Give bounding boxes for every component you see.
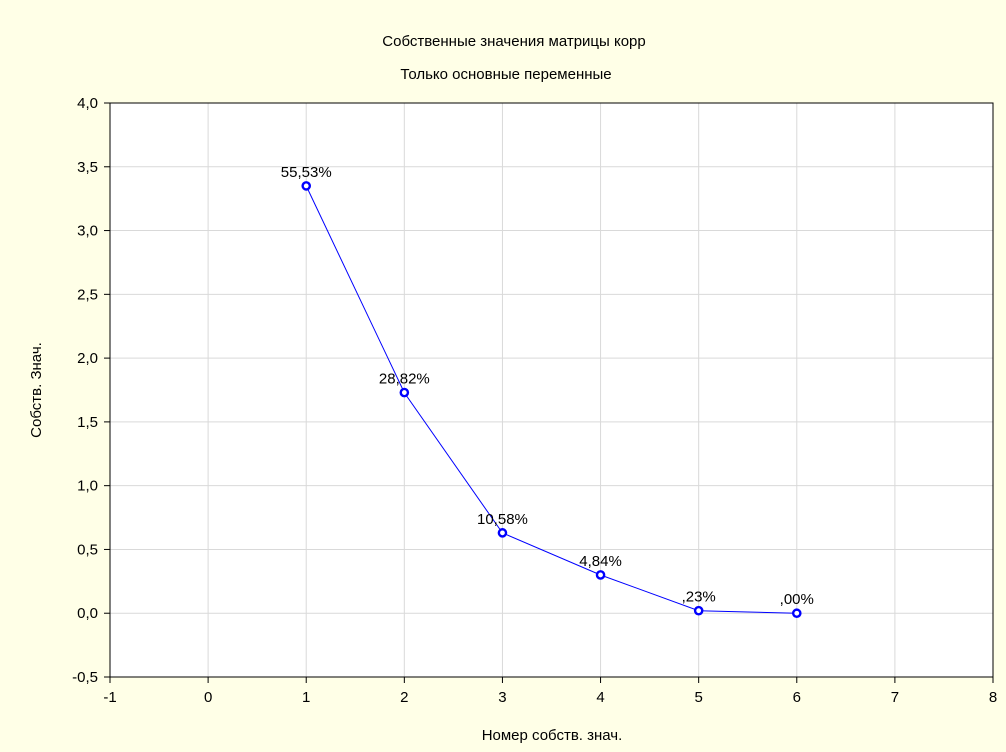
axis-ticks: -1 0 1 2 3 4 5 6 7 8 -0,5 0,0 0,5 1,0 1,5 2,0 2,5 3,0 3,5 4… (72, 95, 997, 706)
x-tick-label: 1 (302, 689, 310, 706)
data-label: 10,58% (477, 511, 528, 528)
y-tick-label: 4,0 (77, 95, 98, 112)
data-point (791, 608, 802, 619)
data-point (595, 570, 606, 580)
chart-subtitle: Только основные переменные (400, 66, 611, 83)
x-tick-label: 8 (989, 689, 997, 706)
data-point (399, 387, 410, 398)
y-tick-label: 1,0 (77, 478, 98, 495)
data-label: 28,82% (379, 371, 430, 388)
y-tick-label: 2,0 (77, 350, 98, 367)
data-label: 4,84% (579, 553, 622, 570)
plot-frame (109, 102, 994, 678)
y-tick-label: 1,5 (77, 414, 98, 431)
series-line (305, 185, 797, 614)
data-point (693, 605, 704, 616)
x-tick-label: 7 (891, 689, 899, 706)
y-tick-label: 2,5 (77, 286, 98, 303)
x-tick-label: 6 (793, 689, 801, 706)
series: 55,53% 28,82% 10,58% 4,84% ,23% ,00% (281, 164, 814, 619)
x-tick-label: 5 (694, 689, 702, 706)
y-tick-label: 3,0 (77, 223, 98, 240)
x-tick-label: 0 (204, 689, 212, 706)
x-axis-title: Номер собств. знач. (482, 727, 623, 744)
y-tick-label: 3,5 (77, 159, 98, 176)
y-tick-label: -0,5 (72, 669, 98, 686)
chart-title: Собственные значения матрицы корр (382, 33, 645, 50)
y-tick-label: 0,0 (77, 605, 98, 622)
y-tick-label: 0,5 (77, 541, 98, 558)
y-axis-title: Собств. Знач. (28, 342, 45, 438)
data-label: ,00% (780, 591, 814, 608)
x-tick-label: 2 (400, 689, 408, 706)
data-label: 55,53% (281, 164, 332, 181)
data-point (497, 528, 508, 538)
x-tick-label: 3 (498, 689, 506, 706)
x-tick-label: -1 (103, 689, 116, 706)
plot-area (110, 103, 993, 677)
data-label: ,23% (682, 589, 716, 606)
data-point (301, 181, 312, 191)
x-tick-label: 4 (596, 689, 604, 706)
